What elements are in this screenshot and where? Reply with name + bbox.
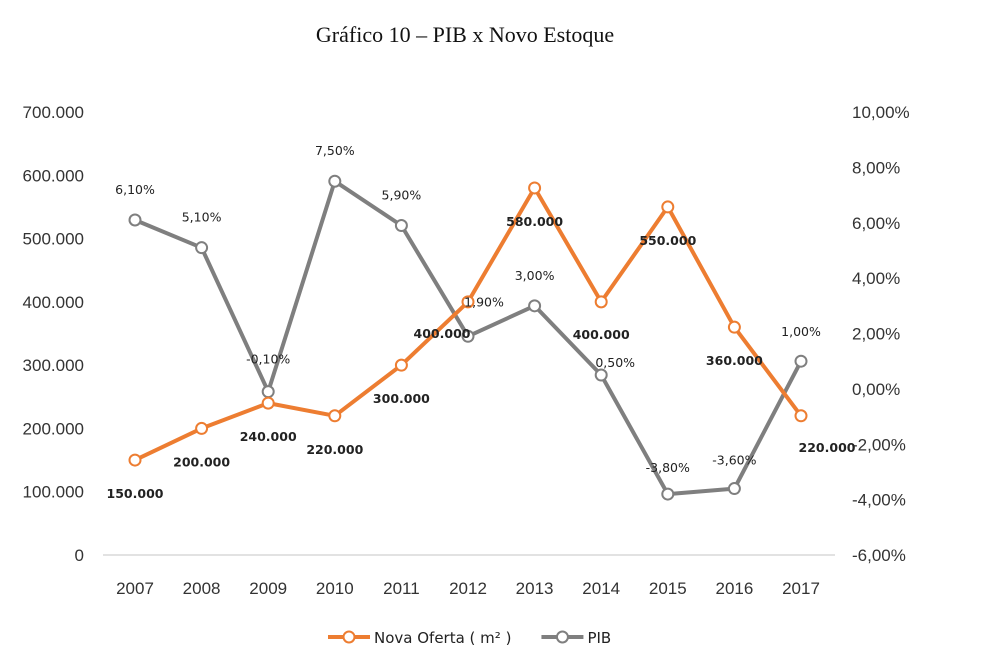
right-tick-label: -6,00% <box>852 546 906 565</box>
data-point-pib <box>661 487 675 501</box>
data-point-pib <box>594 368 608 382</box>
data-point-pib <box>195 241 209 255</box>
legend-marker-pib <box>555 630 569 644</box>
data-point-nova-oferta <box>794 409 808 423</box>
left-axis-ticks: 0 100.000 200.000 300.000 400.000 500.000 600.… <box>23 103 84 565</box>
x-tick-label: 2015 <box>649 579 687 598</box>
legend-marker-nova-oferta <box>342 630 356 644</box>
data-point-nova-oferta <box>128 453 142 467</box>
right-tick-label: -4,00% <box>852 491 906 510</box>
data-point-nova-oferta <box>528 181 542 195</box>
x-tick-label: 2011 <box>383 579 420 598</box>
x-tick-label: 2013 <box>516 579 554 598</box>
chart-title: Gráfico 10 – PIB x Novo Estoque <box>316 22 614 47</box>
left-tick-label: 500.000 <box>23 230 84 249</box>
x-tick-label: 2017 <box>782 579 820 598</box>
data-point-pib <box>328 174 342 188</box>
data-label-pib: -0,10% <box>246 352 290 367</box>
data-point-nova-oferta <box>328 409 342 423</box>
x-tick-label: 2016 <box>715 579 753 598</box>
data-point-pib <box>261 385 275 399</box>
left-tick-label: 100.000 <box>23 483 84 502</box>
data-point-nova-oferta <box>661 200 675 214</box>
right-tick-label: 6,00% <box>852 214 900 233</box>
x-axis-ticks: 2007 2008 2009 2010 2011 2012 2013 2014 2015 2016… <box>116 579 820 598</box>
right-tick-label: 4,00% <box>852 269 900 288</box>
data-point-pib <box>727 482 741 496</box>
data-point-nova-oferta <box>195 421 209 435</box>
data-label-pib: 1,90% <box>464 294 504 309</box>
data-label-pib: 7,50% <box>315 143 355 158</box>
right-tick-label: 8,00% <box>852 158 900 177</box>
right-tick-label: 10,00% <box>852 103 910 122</box>
x-tick-label: 2012 <box>449 579 487 598</box>
data-label-pib: -3,80% <box>646 460 690 475</box>
data-point-pib <box>128 213 142 227</box>
data-label-nova-oferta: 400.000 <box>573 327 630 342</box>
x-tick-label: 2014 <box>582 579 620 598</box>
left-tick-label: 600.000 <box>23 166 84 185</box>
left-tick-label: 0 <box>75 546 84 565</box>
x-tick-label: 2009 <box>249 579 287 598</box>
legend: Nova Oferta ( m² ) PIB <box>328 629 611 647</box>
data-label-nova-oferta: 150.000 <box>107 486 164 501</box>
legend-label-nova-oferta: Nova Oferta ( m² ) <box>374 629 511 647</box>
data-point-nova-oferta <box>261 396 275 410</box>
data-label-pib: -3,60% <box>712 453 756 468</box>
data-label-nova-oferta: 240.000 <box>240 429 297 444</box>
x-tick-label: 2010 <box>316 579 354 598</box>
data-label-nova-oferta: 580.000 <box>506 214 563 229</box>
right-tick-label: 2,00% <box>852 325 900 344</box>
data-point-pib <box>461 329 475 343</box>
data-label-nova-oferta: 400.000 <box>414 326 471 341</box>
data-label-pib: 1,00% <box>781 324 821 339</box>
left-tick-label: 300.000 <box>23 356 84 375</box>
data-point-nova-oferta <box>394 358 408 372</box>
data-point-pib <box>528 299 542 313</box>
data-label-nova-oferta: 220.000 <box>799 440 856 455</box>
right-axis-ticks: -6,00% -4,00% -2,00% 0,00% 2,00% 4,00% 6,00% 8,… <box>852 103 910 565</box>
data-label-nova-oferta: 550.000 <box>639 233 696 248</box>
left-tick-label: 700.000 <box>23 103 84 122</box>
data-labels: 6,10% 5,10% -0,10% 7,50% 5,90% 1,90% 3,00% 0,50… <box>107 143 856 501</box>
data-point-nova-oferta <box>594 295 608 309</box>
right-tick-label: 0,00% <box>852 380 900 399</box>
data-label-nova-oferta: 200.000 <box>173 454 230 469</box>
series-layer <box>128 174 808 501</box>
data-label-nova-oferta: 360.000 <box>706 353 763 368</box>
left-tick-label: 400.000 <box>23 293 84 312</box>
data-point-pib <box>394 219 408 233</box>
legend-label-pib: PIB <box>587 629 611 647</box>
data-label-pib: 5,90% <box>382 188 422 203</box>
data-label-pib: 0,50% <box>595 355 635 370</box>
data-point-nova-oferta <box>461 295 475 309</box>
data-label-nova-oferta: 300.000 <box>373 391 430 406</box>
x-tick-label: 2007 <box>116 579 154 598</box>
data-point-pib <box>794 354 808 368</box>
data-point-nova-oferta <box>727 320 741 334</box>
data-label-pib: 6,10% <box>115 182 155 197</box>
left-tick-label: 200.000 <box>23 419 84 438</box>
data-label-nova-oferta: 220.000 <box>306 442 363 457</box>
x-tick-label: 2008 <box>183 579 221 598</box>
data-label-pib: 5,10% <box>182 210 222 225</box>
right-tick-label: -2,00% <box>852 435 906 454</box>
data-label-pib: 3,00% <box>515 268 555 283</box>
